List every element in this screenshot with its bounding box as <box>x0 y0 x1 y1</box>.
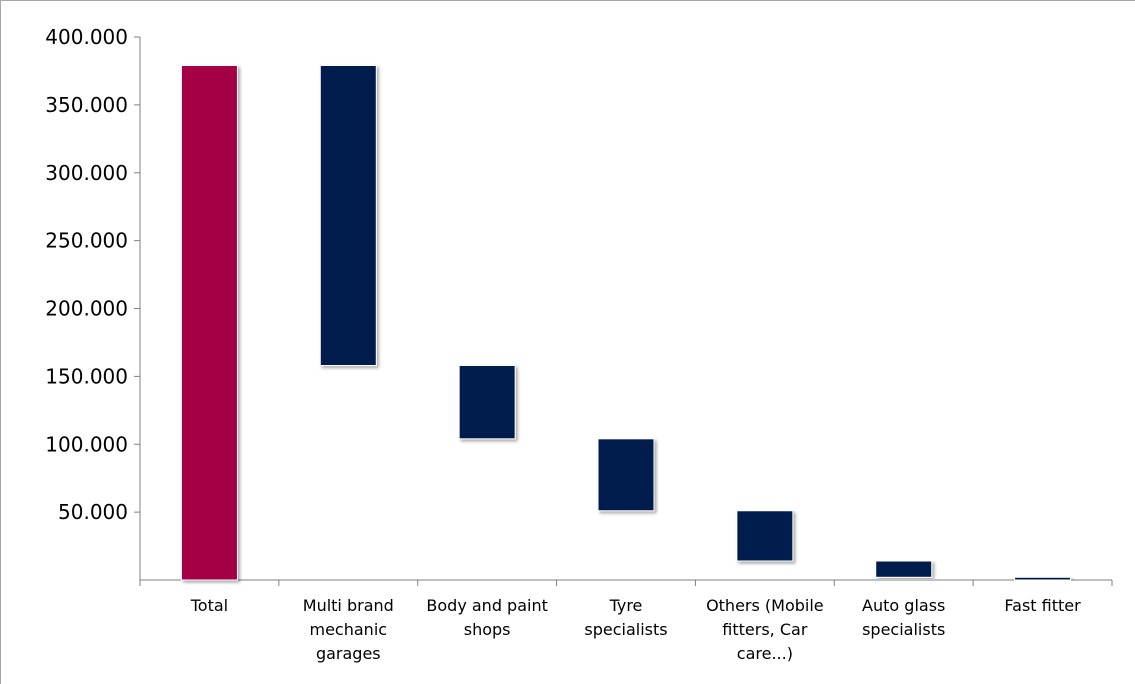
x-category-label: Multi brand mechanic garages <box>303 596 394 663</box>
x-category-label: Others (Mobile fitters, Car care...) <box>706 596 824 663</box>
y-tick-label: 300.000 <box>45 161 128 185</box>
bar-segment <box>1014 576 1072 581</box>
y-tick-label: 50.000 <box>58 500 128 524</box>
bar-total <box>180 65 238 581</box>
x-category-label: Total <box>190 596 228 615</box>
x-category-label: Body and paint shops <box>426 596 547 639</box>
y-tick-label: 350.000 <box>45 93 128 117</box>
bar-segment <box>736 510 794 562</box>
bar-segment <box>319 65 377 367</box>
x-category-label: Auto glass specialists <box>862 596 945 639</box>
y-tick-label: 250.000 <box>45 229 128 253</box>
bar-segment <box>597 438 655 512</box>
y-tick-label: 200.000 <box>45 297 128 321</box>
y-tick-label: 150.000 <box>45 364 128 388</box>
y-tick-label: 100.000 <box>45 432 128 456</box>
x-category-label: Fast fitter <box>1004 596 1081 615</box>
bar-segment <box>875 560 933 578</box>
x-category-label: Tyre specialists <box>584 596 667 639</box>
bar-segment <box>458 365 516 440</box>
y-tick-label: 400.000 <box>45 25 128 49</box>
